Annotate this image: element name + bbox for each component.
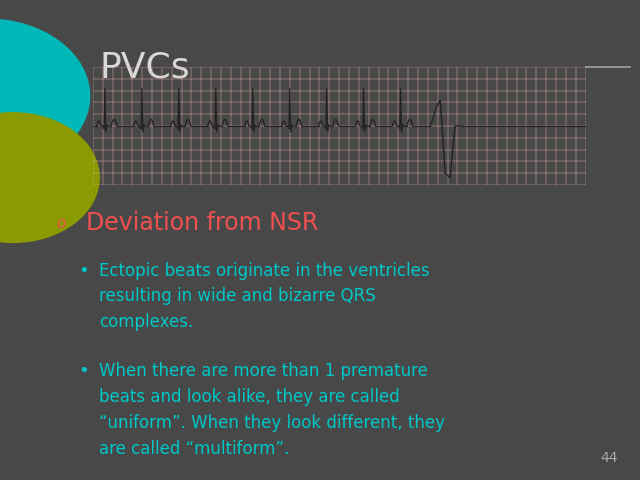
Circle shape (0, 113, 99, 242)
Text: •: • (78, 362, 88, 380)
Text: Ectopic beats originate in the ventricles
resulting in wide and bizarre QRS
comp: Ectopic beats originate in the ventricle… (99, 262, 430, 331)
Text: •: • (78, 262, 88, 279)
Text: PVCs: PVCs (99, 50, 190, 84)
Text: When there are more than 1 premature
beats and look alike, they are called
“unif: When there are more than 1 premature bea… (99, 362, 445, 457)
Text: o: o (56, 216, 65, 231)
Circle shape (0, 19, 90, 173)
Text: 44: 44 (600, 451, 618, 465)
Text: Deviation from NSR: Deviation from NSR (86, 211, 319, 235)
